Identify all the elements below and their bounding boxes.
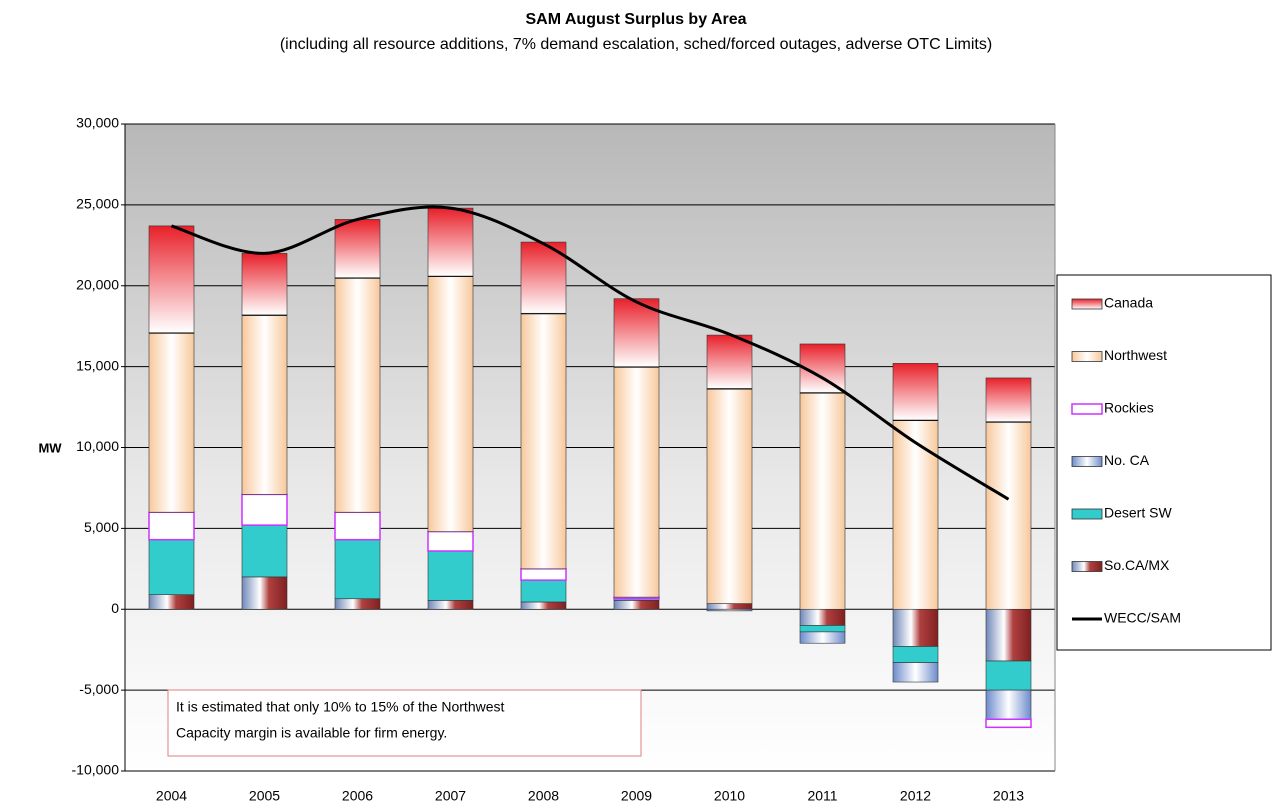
legend-swatch: [1071, 403, 1103, 415]
legend-label: Canada: [1104, 295, 1153, 311]
x-tick-label: 2009: [621, 788, 652, 804]
bar-segment: [892, 646, 939, 663]
bar-segment: [427, 550, 474, 601]
bar-segment: [148, 539, 195, 595]
bar-segment: [520, 579, 567, 603]
bar-segment: [706, 603, 753, 610]
bar-segment: [241, 253, 288, 316]
y-tick-label: 0: [111, 600, 119, 616]
bar-segment: [520, 601, 567, 610]
x-tick-label: 2013: [993, 788, 1024, 804]
chart-subtitle: (including all resource additions, 7% de…: [280, 36, 992, 53]
bar-segment: [148, 225, 195, 333]
bar-segment: [892, 419, 939, 610]
bar-segment: [334, 511, 381, 541]
bar-segment: [985, 660, 1032, 691]
bar-segment: [427, 275, 474, 532]
bar-segment: [334, 277, 381, 513]
bar-segment: [241, 493, 288, 526]
x-tick-label: 2004: [156, 788, 187, 804]
x-tick-label: 2006: [342, 788, 373, 804]
y-tick-label: 20,000: [76, 276, 119, 292]
bar-segment: [241, 524, 288, 578]
bar-segment: [985, 718, 1032, 729]
annotation: It is estimated that only 10% to 15% of …: [176, 699, 505, 715]
y-tick-label: -5,000: [79, 681, 119, 697]
x-tick-label: 2005: [249, 788, 280, 804]
bar-segment: [706, 334, 753, 389]
bar-segment: [334, 219, 381, 278]
x-tick-label: 2011: [807, 788, 837, 804]
bar-segment: [613, 366, 660, 598]
x-tick-label: 2010: [714, 788, 745, 804]
bar-segment: [985, 689, 1032, 720]
y-axis-label: MW: [38, 440, 62, 455]
legend-label: Rockies: [1104, 400, 1154, 416]
x-tick-label: 2008: [528, 788, 559, 804]
bar-segment: [148, 594, 195, 610]
bar-segment: [148, 332, 195, 513]
bar-segment: [427, 600, 474, 610]
bar-segment: [799, 625, 846, 633]
bar-segment: [799, 392, 846, 610]
legend-swatch: [1071, 561, 1103, 572]
legend-label: WECC/SAM: [1104, 610, 1181, 626]
y-tick-label: 25,000: [76, 196, 119, 212]
chart-title: SAM August Surplus by Area: [525, 11, 746, 28]
y-tick-label: 30,000: [76, 115, 119, 131]
bar-segment: [985, 377, 1032, 422]
bar-segment: [427, 530, 474, 552]
x-tick-label: 2007: [435, 788, 466, 804]
bar-segment: [241, 576, 288, 610]
bar-segment: [892, 363, 939, 421]
bar-segment: [799, 608, 846, 626]
legend-swatch: [1071, 351, 1103, 362]
bar-segment: [985, 608, 1032, 662]
legend-label: No. CA: [1104, 452, 1150, 468]
bar-segment: [706, 608, 753, 612]
bar-segment: [241, 314, 288, 495]
bar-segment: [334, 598, 381, 610]
line: [171, 205, 1010, 501]
annotation-box: [167, 689, 642, 757]
y-tick-label: -10,000: [72, 762, 120, 778]
legend-swatch: [1071, 456, 1103, 467]
legend-label: Northwest: [1104, 347, 1167, 363]
legend-label: So.CA/MX: [1104, 557, 1170, 573]
y-tick-label: 10,000: [76, 438, 119, 454]
bar-segment: [892, 608, 939, 647]
bar-segment: [427, 207, 474, 277]
annotation: Capacity margin is available for firm en…: [176, 725, 447, 741]
bar-segment: [706, 388, 753, 604]
legend-swatch: [1071, 508, 1103, 520]
legend-label: Desert SW: [1104, 505, 1172, 521]
bar-segment: [148, 511, 195, 541]
y-tick-label: 5,000: [84, 519, 119, 535]
bar-segment: [520, 568, 567, 581]
bar-segment: [985, 421, 1032, 610]
bar-segment: [334, 539, 381, 600]
bar-segment: [613, 600, 660, 610]
x-tick-label: 2012: [900, 788, 931, 804]
bar-segment: [892, 662, 939, 683]
bar-segment: [520, 312, 567, 570]
bar-segment: [799, 631, 846, 644]
bar-segment: [613, 298, 660, 367]
y-tick-label: 15,000: [76, 357, 119, 373]
legend-swatch: [1071, 298, 1103, 310]
